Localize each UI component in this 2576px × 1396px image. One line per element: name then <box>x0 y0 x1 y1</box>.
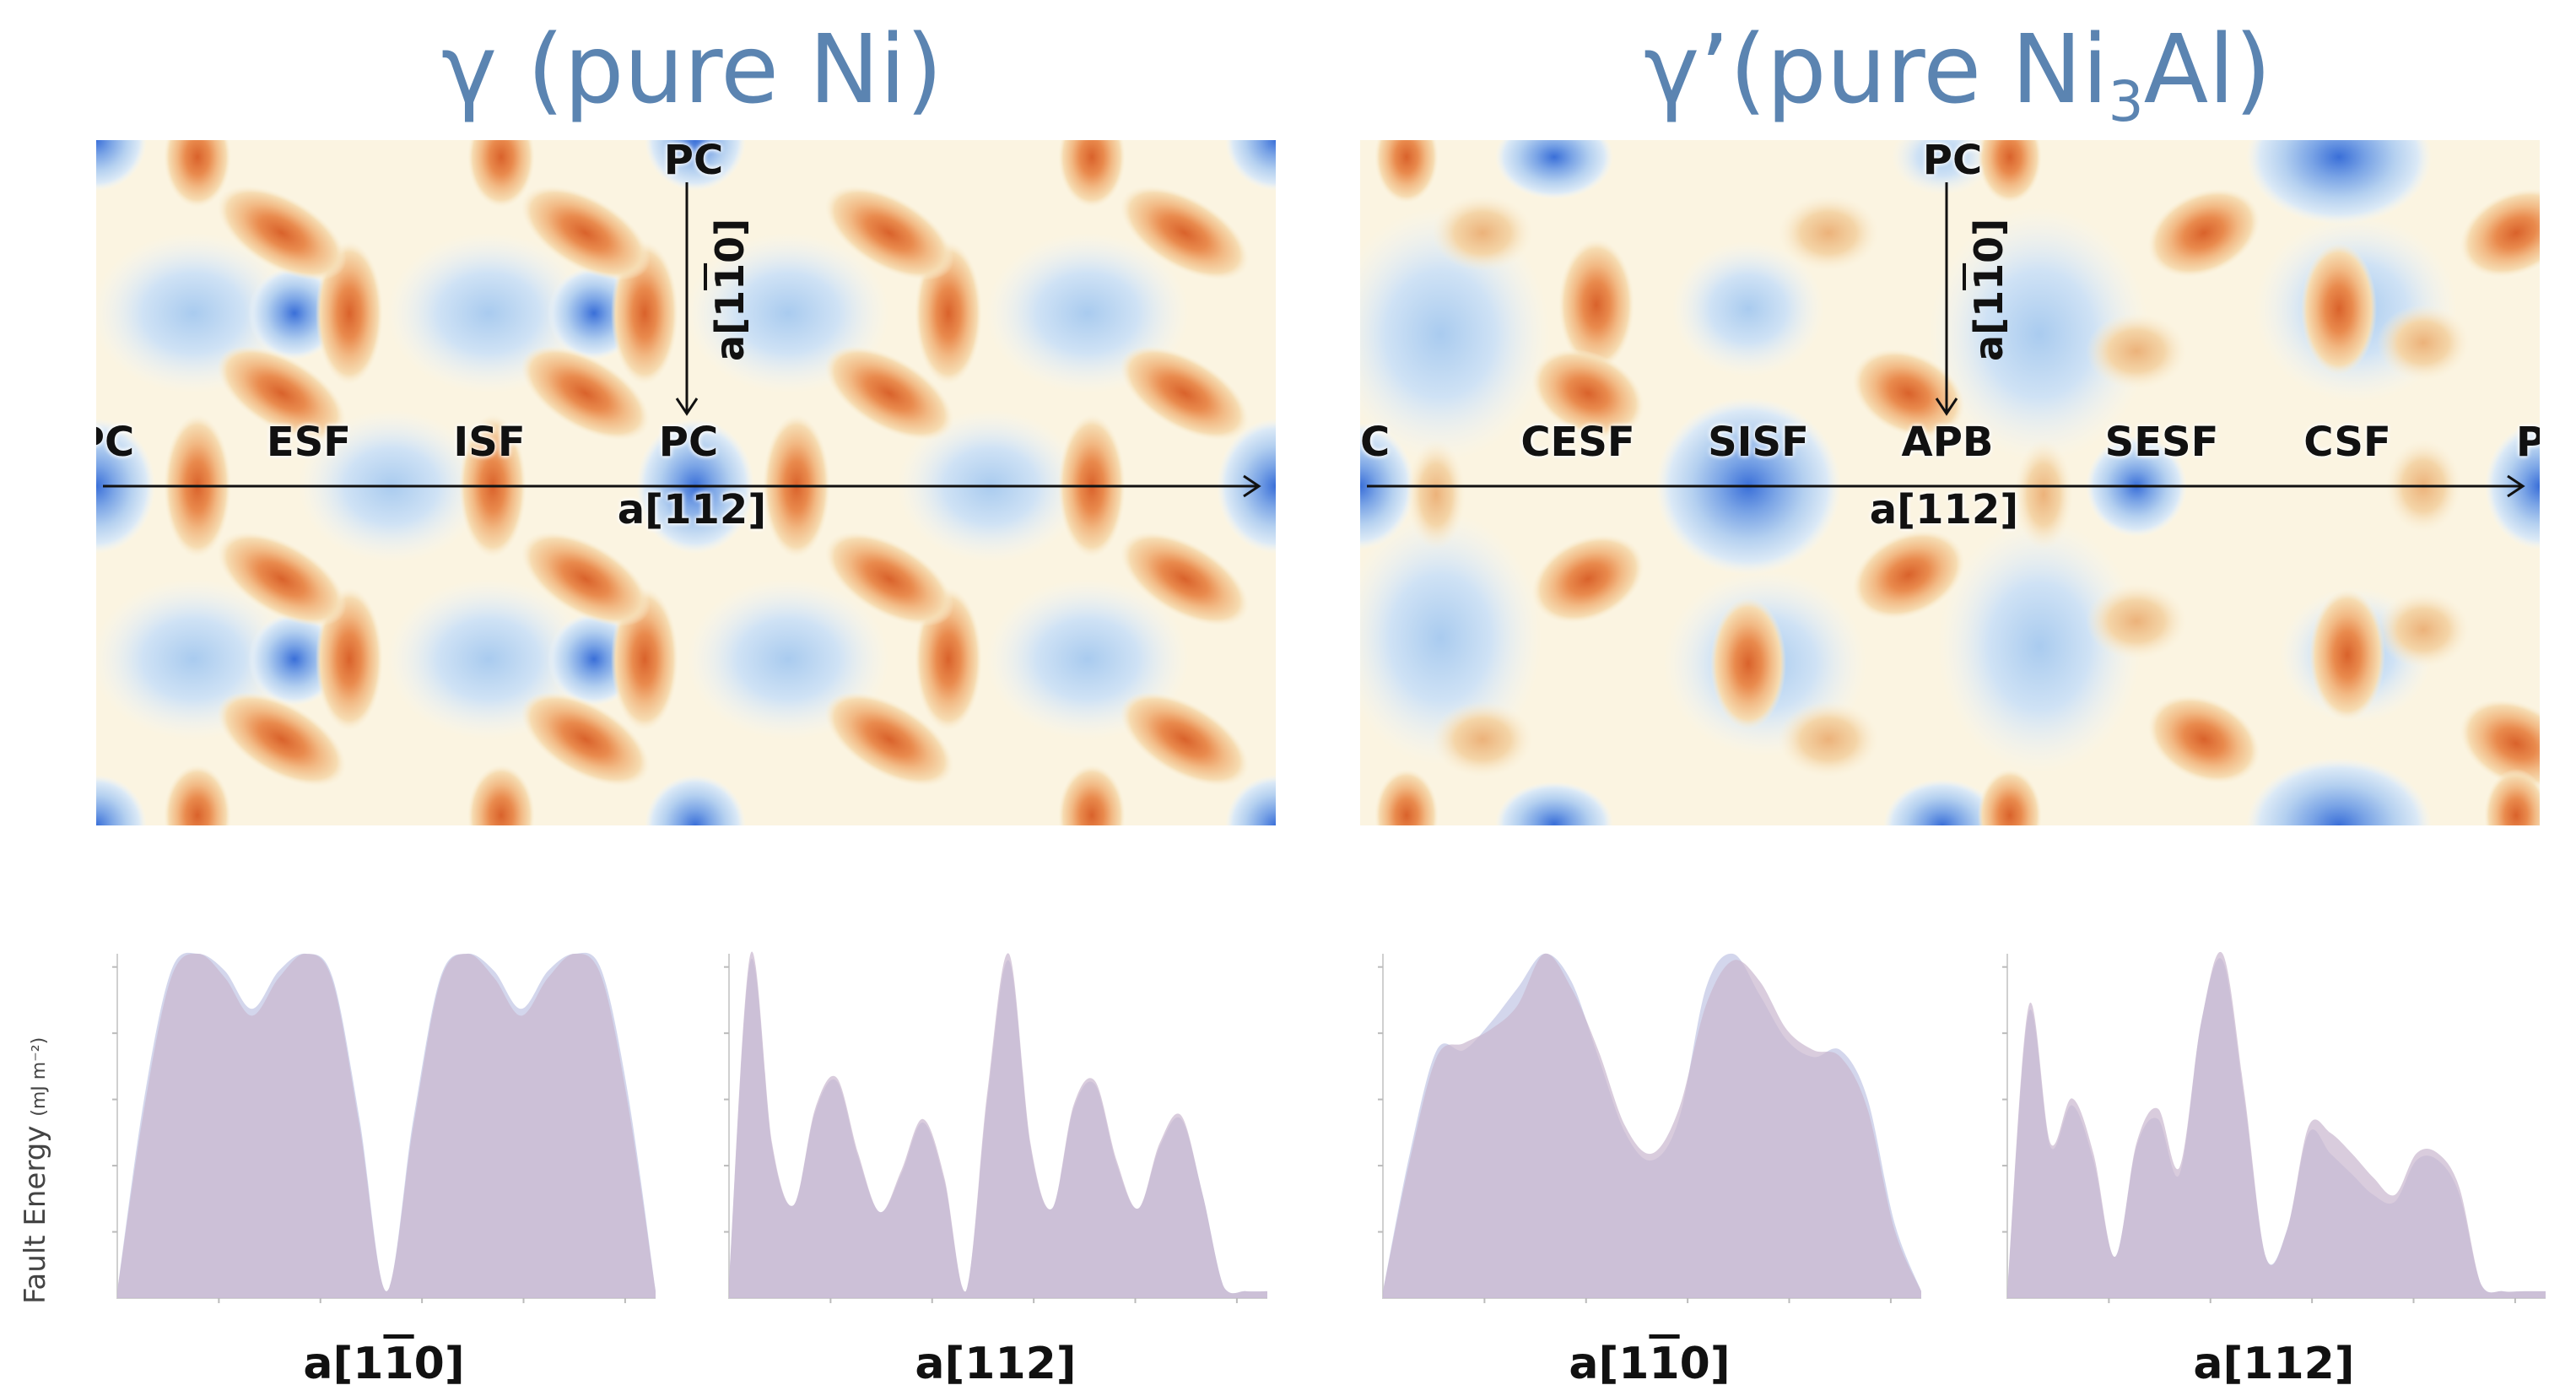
gp-point-csf: CSF <box>2303 419 2391 466</box>
profile-xlabel-1: a[112] <box>915 1339 1077 1389</box>
gamma-point-esf: ESF <box>266 419 352 466</box>
gamma-point-pc-top: PC <box>663 140 724 184</box>
profile-xlabel-3: a[112] <box>2193 1339 2355 1389</box>
gp-point-cesf: CESF <box>1520 419 1635 466</box>
gamma-hot-regions <box>164 140 1250 825</box>
profile-xlabel-0: a[110] <box>303 1339 465 1389</box>
gp-point-apb: APB <box>1901 419 1994 466</box>
title-gamma-prime-sub: 3 <box>2108 69 2144 134</box>
gp-point-pc-right: PC <box>2515 419 2540 466</box>
gp-point-sisf: SISF <box>1708 419 1809 466</box>
title-gamma: γ (pure Ni) <box>93 15 1291 125</box>
profile-svg-2 <box>1378 953 1921 1303</box>
gsf-map-gamma-svg <box>96 140 1276 825</box>
title-gamma-prime-suffix: Al) <box>2143 15 2272 125</box>
gp-axis-1-10: a[110] <box>1966 218 2012 361</box>
title-gamma-text: γ (pure Ni) <box>440 15 943 125</box>
title-gamma-prime-text: γ’(pure Ni <box>1643 15 2109 125</box>
gsf-map-gamma-prime: PC CESF SISF APB SESF CSF PC PC a[112] a… <box>1360 140 2540 825</box>
profile-gamma-110 <box>105 945 662 1317</box>
profile-gamma-prime-112 <box>1995 945 2552 1317</box>
title-gamma-prime: γ’(pure Ni3Al) <box>1358 15 2557 130</box>
profile-series-area <box>1383 953 1921 1298</box>
gamma-prime-warm-regions <box>1407 195 2470 777</box>
gsf-map-gamma: PC ESF ISF PC PC a[112] a[110] <box>96 140 1276 825</box>
profile-series-area <box>117 953 656 1298</box>
gamma-point-pc-center: PC <box>658 419 719 466</box>
gamma-axis-112: a[112] <box>617 486 767 533</box>
gamma-prime-hot-regions <box>1374 140 2540 825</box>
profile-svg-0 <box>112 952 656 1303</box>
gamma-point-isf: ISF <box>453 419 526 466</box>
gp-point-pc-left: PC <box>1360 419 1391 466</box>
gp-point-pc-top: PC <box>1922 140 1983 184</box>
gamma-prime-arrows <box>1367 182 2525 498</box>
gamma-arrows <box>103 182 1261 498</box>
gamma-point-pc-left: PC <box>96 419 135 466</box>
profile-svg-1 <box>724 951 1267 1303</box>
profile-series-area <box>729 951 1267 1298</box>
gp-axis-112: a[112] <box>1869 486 2019 533</box>
gamma-axis-1-10: a[110] <box>707 218 753 361</box>
profile-gamma-112 <box>717 945 1274 1317</box>
profiles-y-label: Fault Energy (mJ m⁻²) <box>19 1036 52 1304</box>
profile-gamma-prime-110 <box>1371 945 1928 1317</box>
profile-xlabel-2: a[110] <box>1569 1339 1731 1389</box>
profile-series-area <box>2007 951 2546 1298</box>
profile-svg-3 <box>2002 951 2546 1303</box>
gp-point-sesf: SESF <box>2104 419 2219 466</box>
gsf-map-gamma-prime-svg <box>1360 140 2540 825</box>
